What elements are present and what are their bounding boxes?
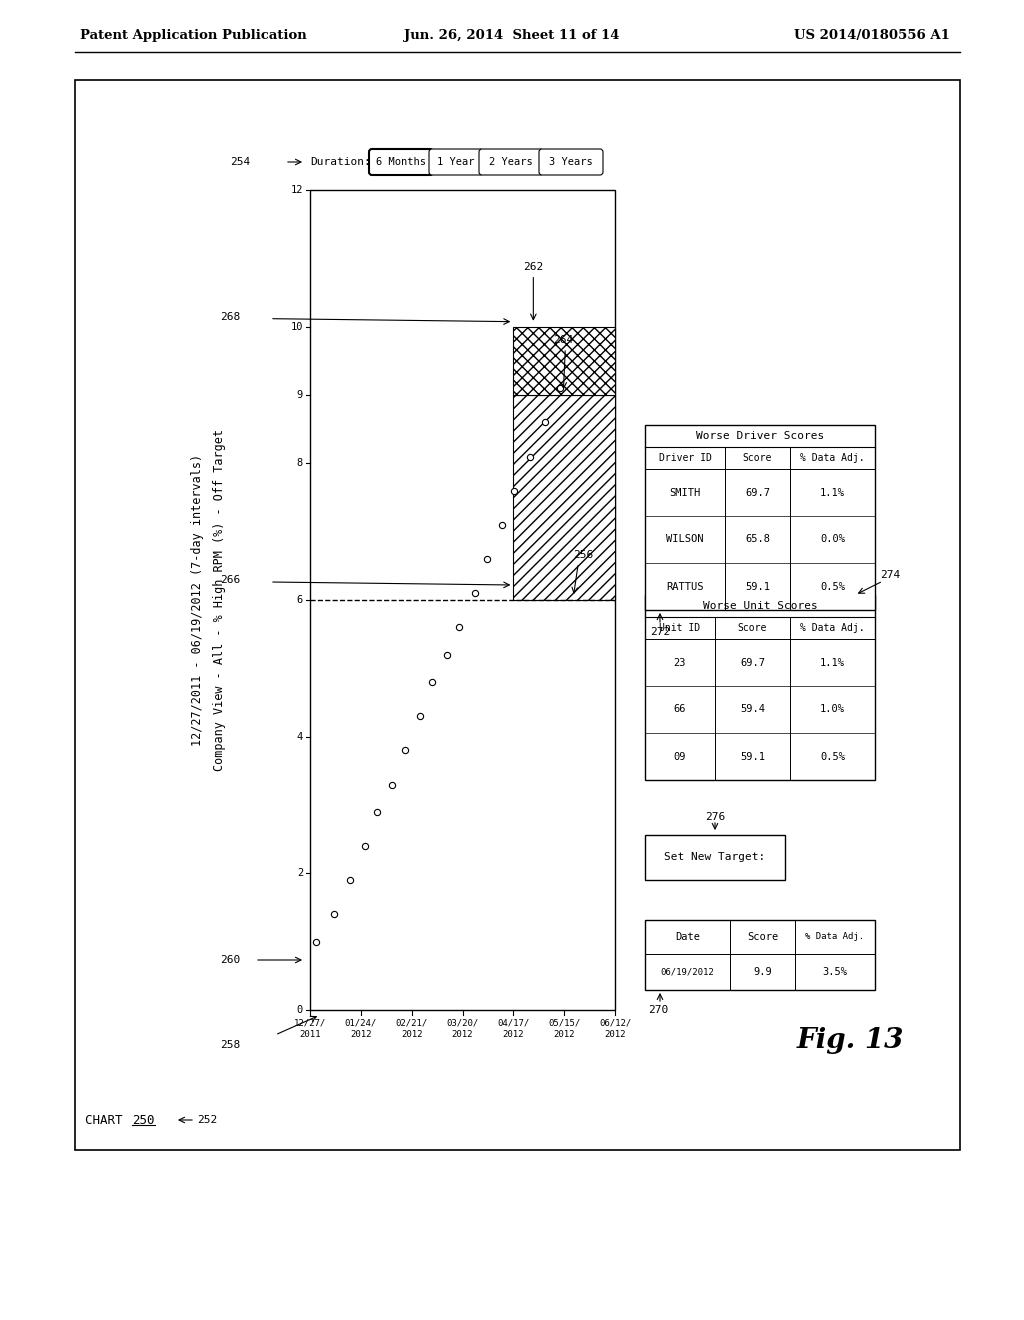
Text: 12/27/: 12/27/ <box>294 1018 326 1027</box>
Text: % Data Adj.: % Data Adj. <box>800 453 865 463</box>
Text: 264: 264 <box>553 335 573 345</box>
Text: 1 Year: 1 Year <box>437 157 475 168</box>
Text: % Data Adj.: % Data Adj. <box>806 932 864 941</box>
Bar <box>310 190 615 1010</box>
Text: 06/12/: 06/12/ <box>599 1018 631 1027</box>
FancyBboxPatch shape <box>479 149 543 176</box>
Text: 23: 23 <box>674 657 686 668</box>
Text: 65.8: 65.8 <box>745 535 770 544</box>
Text: SMITH: SMITH <box>670 487 700 498</box>
Text: 268: 268 <box>220 312 241 322</box>
Text: 250: 250 <box>132 1114 155 1126</box>
Text: 0.5%: 0.5% <box>820 751 845 762</box>
Text: Driver ID: Driver ID <box>658 453 712 463</box>
Text: Worse Driver Scores: Worse Driver Scores <box>696 432 824 441</box>
Text: Unit ID: Unit ID <box>659 623 700 634</box>
Text: Fig. 13: Fig. 13 <box>797 1027 904 1053</box>
Text: Worse Unit Scores: Worse Unit Scores <box>702 601 817 611</box>
FancyBboxPatch shape <box>539 149 603 176</box>
Text: 1.0%: 1.0% <box>820 705 845 714</box>
Text: 2012: 2012 <box>350 1030 372 1039</box>
Bar <box>645 836 785 880</box>
Text: 260: 260 <box>220 954 241 965</box>
Text: 59.4: 59.4 <box>740 705 765 714</box>
Text: Date: Date <box>675 932 700 941</box>
Text: 59.1: 59.1 <box>740 751 765 762</box>
Text: 69.7: 69.7 <box>745 487 770 498</box>
Text: Set New Target:: Set New Target: <box>665 853 766 862</box>
Bar <box>75 81 961 1150</box>
Text: CHART: CHART <box>85 1114 130 1126</box>
Text: 6 Months: 6 Months <box>376 157 426 168</box>
Text: 9.9: 9.9 <box>753 966 772 977</box>
Text: 2: 2 <box>297 869 303 878</box>
Text: Score: Score <box>746 932 778 941</box>
Text: 2 Years: 2 Years <box>489 157 532 168</box>
Text: 2012: 2012 <box>503 1030 524 1039</box>
Text: 256: 256 <box>573 550 594 560</box>
Text: 01/24/: 01/24/ <box>345 1018 377 1027</box>
Text: Company View - All - % High RPM (%) - Off Target: Company View - All - % High RPM (%) - Of… <box>213 429 226 771</box>
Text: 254: 254 <box>230 157 250 168</box>
Text: 2011: 2011 <box>299 1030 321 1039</box>
Text: 6: 6 <box>297 595 303 605</box>
Text: 4: 4 <box>297 731 303 742</box>
Bar <box>645 425 874 610</box>
Text: 1.1%: 1.1% <box>820 657 845 668</box>
Text: 2012: 2012 <box>553 1030 574 1039</box>
FancyBboxPatch shape <box>369 149 433 176</box>
Text: % Data Adj.: % Data Adj. <box>800 623 865 634</box>
Text: 10: 10 <box>291 322 303 331</box>
Text: 2012: 2012 <box>452 1030 473 1039</box>
Text: 3 Years: 3 Years <box>549 157 593 168</box>
Text: 266: 266 <box>220 576 241 585</box>
Text: 2012: 2012 <box>401 1030 423 1039</box>
Text: WILSON: WILSON <box>667 535 703 544</box>
Text: RATTUS: RATTUS <box>667 582 703 591</box>
Text: 59.1: 59.1 <box>745 582 770 591</box>
Text: 1.1%: 1.1% <box>820 487 845 498</box>
Text: Jun. 26, 2014  Sheet 11 of 14: Jun. 26, 2014 Sheet 11 of 14 <box>404 29 620 41</box>
Text: Score: Score <box>738 623 767 634</box>
Text: 0.0%: 0.0% <box>820 535 845 544</box>
Text: 05/15/: 05/15/ <box>548 1018 581 1027</box>
Bar <box>645 595 874 780</box>
FancyBboxPatch shape <box>429 149 483 176</box>
Text: 02/21/: 02/21/ <box>395 1018 428 1027</box>
Text: 258: 258 <box>220 1040 241 1049</box>
Text: US 2014/0180556 A1: US 2014/0180556 A1 <box>795 29 950 41</box>
Text: 8: 8 <box>297 458 303 469</box>
Text: 272: 272 <box>650 627 671 638</box>
Text: 06/19/2012: 06/19/2012 <box>660 968 715 977</box>
Text: 9: 9 <box>297 389 303 400</box>
Text: 66: 66 <box>674 705 686 714</box>
Bar <box>645 920 874 990</box>
Text: 0.5%: 0.5% <box>820 582 845 591</box>
Text: Patent Application Publication: Patent Application Publication <box>80 29 307 41</box>
Text: 04/17/: 04/17/ <box>498 1018 529 1027</box>
Text: 252: 252 <box>197 1115 217 1125</box>
Text: 09: 09 <box>674 751 686 762</box>
Text: 0: 0 <box>297 1005 303 1015</box>
Text: 03/20/: 03/20/ <box>446 1018 478 1027</box>
Bar <box>513 395 615 601</box>
Text: 270: 270 <box>648 1005 669 1015</box>
Text: 12/27/2011 - 06/19/2012 (7-day intervals): 12/27/2011 - 06/19/2012 (7-day intervals… <box>191 454 205 746</box>
Text: 276: 276 <box>705 812 725 822</box>
Text: 274: 274 <box>880 570 900 579</box>
Text: Score: Score <box>742 453 772 463</box>
Text: 2012: 2012 <box>604 1030 626 1039</box>
Bar <box>513 326 615 395</box>
Text: 262: 262 <box>523 261 544 272</box>
Text: Duration:: Duration: <box>310 157 371 168</box>
Text: 69.7: 69.7 <box>740 657 765 668</box>
Text: 3.5%: 3.5% <box>822 966 848 977</box>
Text: 12: 12 <box>291 185 303 195</box>
